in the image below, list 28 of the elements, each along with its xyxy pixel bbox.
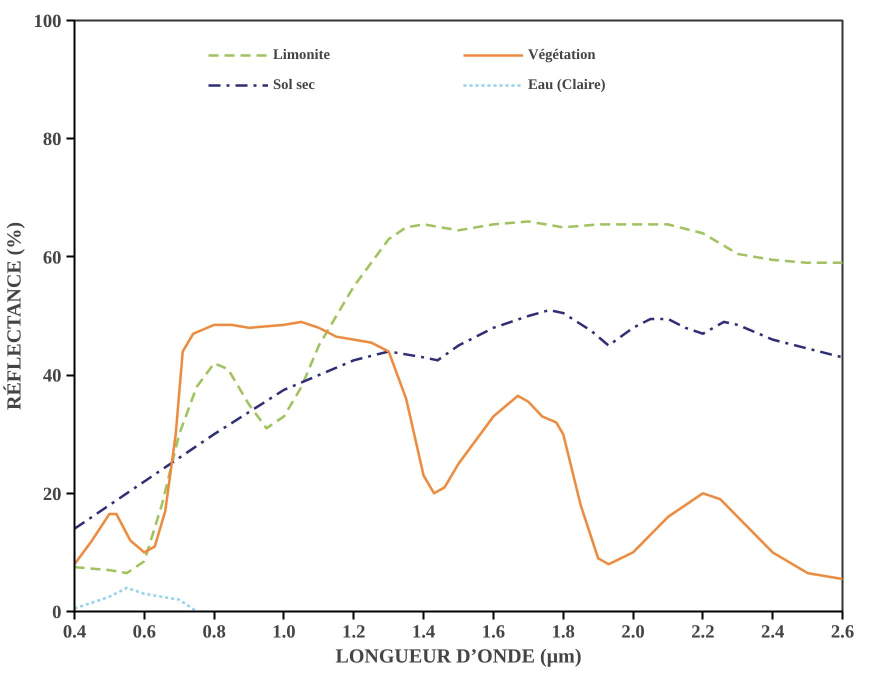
x-tick-label: 1.4 [412, 622, 436, 642]
line-series [74, 220, 842, 574]
y-tick-label: 20 [42, 484, 62, 505]
y-tick-label: 40 [42, 366, 62, 387]
x-tick-label: 1.2 [342, 622, 366, 642]
x-tick-label: 0.4 [62, 622, 86, 642]
x-tick-label: 1.6 [482, 622, 506, 642]
y-tick-label: 100 [34, 11, 62, 32]
legend-label: Végétation [528, 46, 597, 64]
x-tick-label: 2.0 [621, 622, 645, 642]
y-tick-label: 0 [52, 602, 62, 623]
x-tick-label: 2.2 [691, 622, 715, 642]
legend-label: Sol sec [273, 76, 316, 94]
x-tick-label: 0.8 [202, 622, 226, 642]
line-series [74, 308, 842, 530]
x-tick-label: 2.6 [830, 622, 854, 642]
x-tick-label: 1.8 [552, 622, 575, 642]
line-series [74, 320, 842, 580]
y-tick-label: 60 [42, 247, 62, 268]
x-tick-label: 1.0 [272, 622, 296, 642]
x-tick-label: 0.6 [132, 622, 156, 642]
x-axis-title: LONGUEUR D’ONDE (µm) [336, 646, 582, 668]
legend-label: Eau (Claire) [528, 76, 606, 94]
legend-label: Limonite [273, 46, 331, 64]
x-tick-label: 2.4 [761, 622, 784, 642]
line-series [74, 586, 198, 612]
y-tick-label: 80 [42, 129, 62, 150]
y-axis-title: RÉFLECTANCE (%) [2, 222, 26, 410]
